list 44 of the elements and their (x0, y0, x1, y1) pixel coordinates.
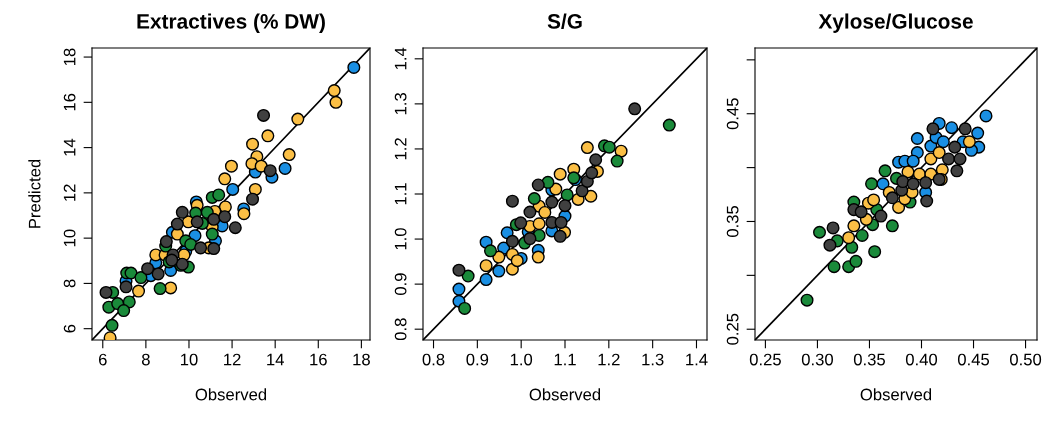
x-tick-label: 8 (141, 353, 150, 366)
y-tick-label: 12 (63, 184, 76, 201)
x-tick-label: 1.2 (598, 353, 620, 366)
y-tick-label: 0.8 (394, 318, 407, 341)
x-tick-label: 0.50 (1009, 353, 1042, 366)
x-tick-label: 0.8 (422, 353, 445, 366)
x-tick-label: 1.3 (642, 353, 664, 366)
y-tick-label: 1.0 (394, 228, 407, 250)
x-tick-label: 1.4 (686, 353, 708, 366)
y-tick-label: 0.25 (726, 313, 739, 345)
x-tick-label: 14 (267, 353, 284, 366)
x-tick-label: 0.30 (801, 353, 833, 366)
x-axis-title: Observed (529, 388, 601, 401)
x-axis-title: Observed (860, 388, 932, 401)
x-tick-label: 0.9 (466, 353, 489, 366)
x-tick-label: 16 (310, 353, 327, 366)
y-tick-label: 6 (63, 324, 76, 333)
y-tick-label: 1.3 (394, 93, 407, 115)
y-tick-label: 18 (63, 48, 76, 66)
chart-title: Extractives (% DW) (137, 13, 325, 33)
x-tick-label: 0.35 (853, 353, 885, 366)
y-tick-label: 10 (63, 229, 76, 247)
x-tick-label: 0.45 (957, 353, 990, 366)
x-tick-label: 0.40 (905, 353, 938, 366)
x-tick-label: 12 (224, 353, 241, 366)
x-tick-label: 6 (98, 353, 107, 366)
y-tick-label: 16 (63, 93, 76, 111)
y-tick-label: 1.2 (394, 138, 407, 160)
y-tick-label: 1.1 (394, 183, 407, 205)
x-tick-label: 18 (353, 353, 370, 366)
x-tick-label: 1.0 (510, 353, 533, 366)
y-tick-label: 0.9 (394, 273, 407, 296)
chart-title: Xylose/Glucose (818, 13, 973, 33)
y-tick-label: 8 (63, 279, 76, 288)
x-tick-label: 0.25 (749, 353, 781, 366)
y-tick-label: 0.35 (726, 205, 739, 238)
y-tick-label: 1.4 (394, 47, 407, 70)
x-tick-label: 1.1 (554, 353, 576, 366)
x-tick-label: 10 (180, 353, 198, 366)
chart-title: S/G (547, 13, 582, 29)
y-tick-label: 14 (63, 138, 76, 156)
y-axis-title: Predicted (28, 159, 41, 228)
x-axis-title: Observed (195, 388, 267, 401)
y-tick-label: 0.45 (726, 98, 739, 130)
